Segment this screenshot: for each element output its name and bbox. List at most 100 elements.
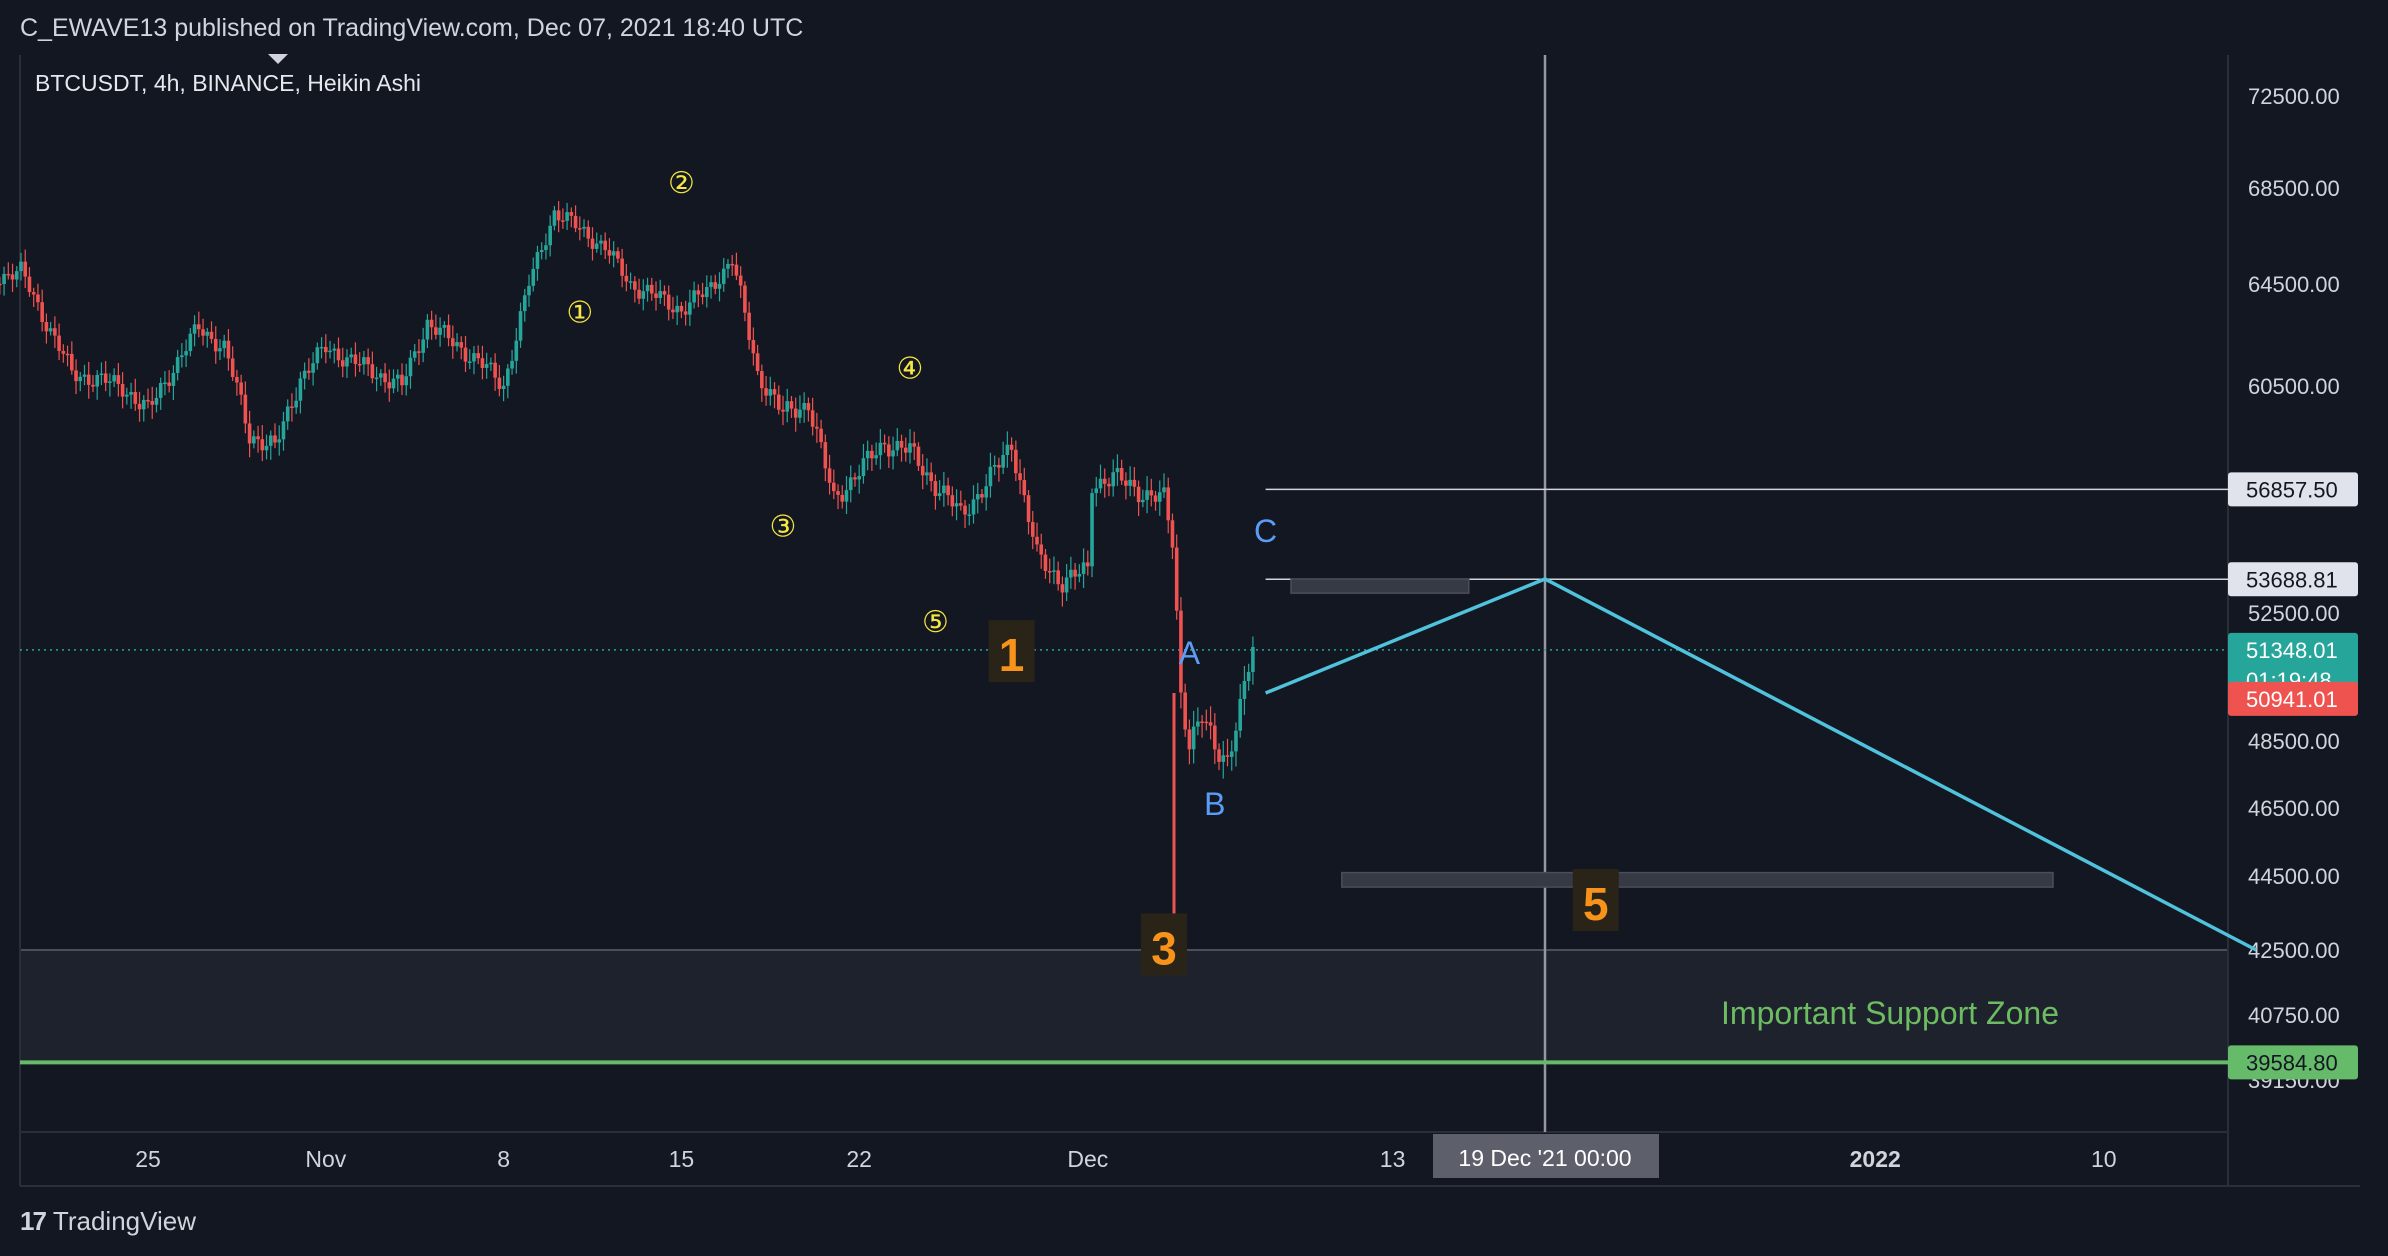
candle-body (527, 285, 531, 296)
candles-group (0, 201, 1255, 779)
candle-body (887, 444, 891, 457)
candle-body (459, 342, 464, 348)
x-tick-label: 8 (497, 1146, 510, 1172)
candle-body (776, 394, 781, 410)
candle-body (641, 291, 646, 299)
price-label-value: 50941.01 (2246, 687, 2338, 712)
candle-body (332, 348, 337, 351)
candle-body (569, 212, 574, 216)
candle-body (6, 273, 11, 276)
candle-body (840, 494, 845, 502)
x-tick-label: 22 (846, 1146, 872, 1172)
candle-body (967, 514, 972, 516)
candle-body (709, 282, 713, 288)
candle-body (434, 327, 438, 335)
candle-body (230, 358, 235, 378)
candle-body (912, 443, 917, 447)
candle-body (747, 312, 751, 341)
candle-body (726, 263, 730, 269)
candle-body (1217, 749, 1221, 762)
candle-body (1153, 495, 1158, 502)
candle-body (57, 335, 61, 351)
candle-body (692, 290, 696, 303)
candle-body (1187, 729, 1192, 750)
price-label-box (2228, 472, 2358, 507)
candle-body (1094, 488, 1099, 494)
candle-body (417, 351, 421, 353)
candle-body (1145, 490, 1149, 500)
candle-body (802, 403, 806, 410)
y-tick-label: 40750.00 (2248, 1003, 2340, 1028)
candle-body (1047, 571, 1052, 573)
wave-label-major: 5 (1583, 878, 1609, 930)
c-target-box (1290, 578, 1470, 594)
candle-body (476, 353, 480, 359)
candle-body (882, 442, 887, 445)
projection-path (1264, 577, 2258, 952)
candle-body (1115, 468, 1120, 473)
candle-body (112, 375, 116, 382)
candle-body (649, 284, 654, 294)
x-tick-label: 2022 (1850, 1146, 1901, 1172)
candle-body (590, 238, 595, 249)
candle-body (1090, 493, 1094, 567)
candle-body (1141, 499, 1145, 503)
candle-body (328, 350, 332, 353)
candle-body (920, 465, 925, 476)
wave-label-major-box (1572, 869, 1619, 931)
candle-body (992, 464, 997, 467)
candle-body (425, 319, 430, 340)
candle-body (429, 319, 434, 328)
candle-body (827, 468, 832, 483)
candle-body (472, 353, 476, 362)
wave5-target-box (1341, 871, 2054, 888)
candle-body (366, 357, 370, 365)
candle-body (535, 252, 540, 269)
wave-label-abc: B (1204, 786, 1225, 822)
candle-body (662, 291, 667, 295)
y-tick-label: 52500.00 (2248, 601, 2340, 626)
candle-body (603, 240, 607, 251)
x-tick-label: 15 (669, 1146, 695, 1172)
candle-body (391, 378, 396, 389)
candle-body (1166, 487, 1171, 521)
candle-body (628, 281, 633, 283)
candle-body (357, 363, 362, 366)
candle-body (252, 436, 256, 444)
candle-body (379, 373, 383, 378)
price-label-box (2228, 632, 2358, 697)
candle-body (353, 354, 358, 364)
candle-body (933, 481, 938, 497)
candle-body (438, 327, 442, 335)
candle-body (988, 466, 993, 487)
price-label-box (2228, 1045, 2358, 1080)
candle-body (870, 450, 874, 459)
candle-body (1073, 569, 1077, 577)
candle-body (14, 271, 19, 280)
candle-body (27, 276, 32, 293)
candle-body (349, 354, 353, 358)
candle-body (23, 261, 28, 277)
candle-body (565, 212, 569, 221)
candle-body (264, 445, 269, 451)
candle-body (493, 362, 497, 378)
candle-body (400, 374, 404, 386)
candle-body (785, 401, 790, 412)
wave-label-major: 3 (1151, 922, 1177, 974)
y-tick-label: 64500.00 (2248, 272, 2340, 297)
candle-body (1056, 570, 1060, 585)
price-label-value: 39584.80 (2246, 1050, 2338, 1075)
candle-body (531, 268, 536, 286)
candle-body (1136, 486, 1141, 503)
wave-label-minor: ① (566, 295, 593, 330)
candle-body (654, 293, 658, 298)
candle-body (971, 499, 976, 515)
candle-body (0, 283, 2, 286)
candle-body (611, 251, 616, 256)
candle-body (108, 381, 112, 383)
candle-body (1200, 721, 1204, 723)
candle-body (607, 250, 612, 256)
candle-body (1191, 726, 1196, 750)
price-label-box (2228, 562, 2358, 597)
